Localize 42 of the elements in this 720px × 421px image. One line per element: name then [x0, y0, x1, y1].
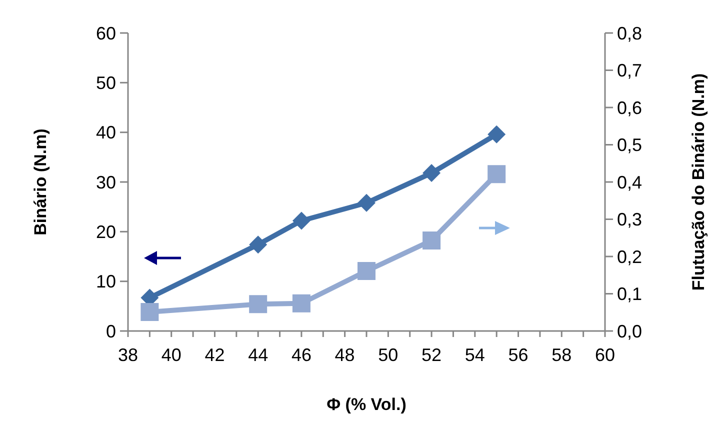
y2-tick-label: 0,3	[617, 210, 642, 230]
y2-tick-label: 0,0	[617, 321, 642, 342]
y2-tick-label: 0,1	[617, 284, 642, 304]
y2-tick-label: 0,4	[617, 172, 642, 192]
point	[422, 231, 441, 250]
y-tick-label: 50	[96, 72, 116, 93]
y2-axis-title: Flutuação do Binário (N.m)	[689, 73, 708, 291]
x-tick-label: 54	[464, 345, 485, 365]
x-tick-label: 38	[118, 345, 138, 365]
x-tick-label: 42	[204, 345, 225, 365]
x-tick-label: 50	[378, 345, 398, 365]
y2-tick-label: 0,5	[617, 135, 642, 156]
point	[422, 164, 441, 182]
y2-tick-label: 0,6	[617, 98, 642, 118]
x-tick-label: 52	[422, 345, 442, 365]
y-tick-label: 60	[96, 23, 116, 44]
x-tick-label: 46	[291, 345, 312, 365]
point	[249, 236, 268, 254]
x-axis-title: Φ (% Vol.)	[326, 395, 406, 414]
x-tick-label: 40	[161, 345, 182, 365]
point	[358, 194, 376, 212]
point	[358, 262, 376, 280]
y-tick-label: 30	[96, 172, 116, 192]
x-tick-label: 60	[594, 345, 616, 365]
x-tick-label: 48	[334, 345, 355, 365]
point	[488, 125, 506, 144]
x-tick-label: 56	[508, 345, 528, 365]
y-axis-title: Binário (N.m)	[31, 128, 50, 236]
y2-tick-label: 0,8	[617, 23, 642, 44]
x-tick-label: 44	[248, 345, 268, 365]
point	[249, 295, 268, 314]
y-tick-label: 10	[96, 272, 116, 292]
y-tick-label: 0	[106, 321, 116, 342]
point	[292, 294, 310, 312]
y-tick-label: 20	[96, 222, 116, 242]
point	[292, 212, 310, 230]
y2-tick-label: 0,7	[617, 60, 642, 81]
x-tick-label: 58	[552, 345, 572, 365]
point	[140, 303, 159, 322]
y-tick-label: 40	[96, 122, 116, 143]
point	[488, 165, 506, 184]
y2-tick-label: 0,2	[617, 246, 642, 267]
